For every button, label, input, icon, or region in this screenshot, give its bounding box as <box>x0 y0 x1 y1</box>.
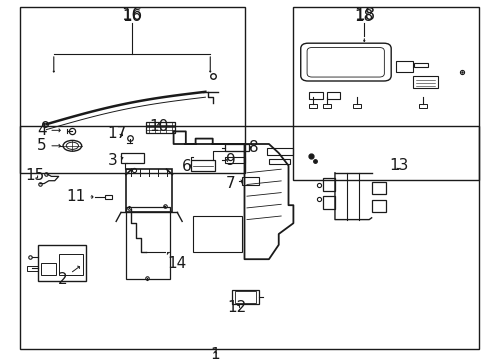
Bar <box>193 216 242 252</box>
Text: 10: 10 <box>149 119 168 134</box>
Text: 8: 8 <box>249 140 259 155</box>
Bar <box>371 182 386 194</box>
Text: 18: 18 <box>354 9 373 24</box>
Bar <box>308 92 322 99</box>
Text: 9: 9 <box>225 153 235 168</box>
Bar <box>322 196 334 209</box>
Bar <box>266 148 293 155</box>
Bar <box>20 126 478 349</box>
Text: 6: 6 <box>182 159 191 174</box>
Text: 15: 15 <box>25 168 45 183</box>
Bar <box>105 195 112 199</box>
Bar <box>234 291 256 303</box>
Text: 14: 14 <box>167 252 186 271</box>
Bar <box>59 254 83 275</box>
Text: 5: 5 <box>37 138 60 153</box>
Bar <box>121 153 144 163</box>
Text: 12: 12 <box>227 300 246 315</box>
Text: 17: 17 <box>107 126 127 141</box>
Text: 1: 1 <box>210 347 220 360</box>
Text: 16: 16 <box>122 9 142 24</box>
Text: 4: 4 <box>37 123 60 138</box>
Bar <box>242 177 259 185</box>
Bar <box>395 61 412 72</box>
Bar <box>27 266 38 271</box>
Text: 2: 2 <box>58 266 79 287</box>
Bar <box>190 160 215 171</box>
Bar <box>308 104 316 108</box>
Bar <box>145 122 175 133</box>
Bar <box>412 76 437 88</box>
Bar <box>413 63 427 67</box>
Bar <box>326 92 339 99</box>
Text: 7: 7 <box>225 176 242 191</box>
Bar <box>418 104 426 108</box>
Text: 18: 18 <box>353 6 374 24</box>
Text: 13: 13 <box>388 158 407 173</box>
Bar <box>224 157 245 163</box>
Bar <box>268 159 289 164</box>
Bar <box>38 245 85 281</box>
Bar <box>322 178 334 191</box>
Bar <box>20 7 244 173</box>
Bar <box>232 290 259 304</box>
Bar <box>41 263 56 275</box>
Bar <box>322 104 330 108</box>
Text: 3: 3 <box>107 153 122 168</box>
Text: 16: 16 <box>121 6 142 24</box>
Bar <box>293 7 478 180</box>
Bar <box>371 200 386 212</box>
Bar <box>352 104 360 108</box>
Bar <box>126 169 172 212</box>
Bar <box>126 207 170 279</box>
Bar <box>224 144 249 151</box>
Text: 11: 11 <box>66 189 93 204</box>
